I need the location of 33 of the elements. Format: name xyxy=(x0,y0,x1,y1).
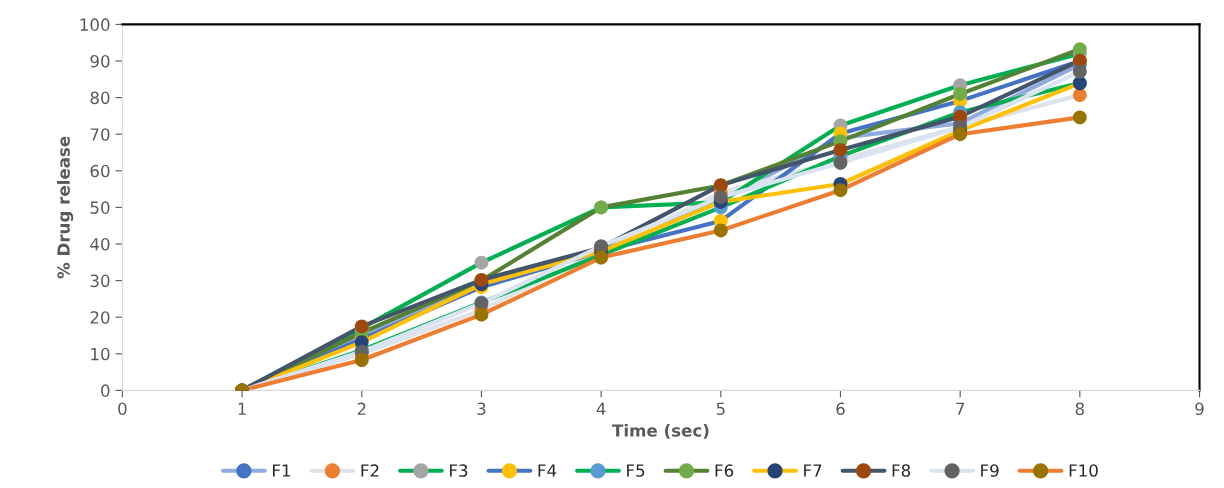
y-tick-label: 70 xyxy=(90,128,110,141)
y-tick-label: 0 xyxy=(101,384,110,397)
legend-label: F2 xyxy=(361,464,379,477)
legend-label: F6 xyxy=(715,464,734,477)
legend-label: F5 xyxy=(627,464,645,477)
x-tick-label: 3 xyxy=(477,402,486,416)
x-tick-label: 9 xyxy=(1195,402,1204,416)
x-tick-label: 2 xyxy=(357,402,366,415)
y-tick-label: 20 xyxy=(90,311,110,324)
legend-label: F10 xyxy=(1069,464,1098,477)
y-axis-title: % Drug release xyxy=(56,136,74,279)
y-tick-label: 100 xyxy=(80,18,110,31)
y-tick-label: 50 xyxy=(90,201,110,214)
legend-label: F1 xyxy=(273,464,291,477)
x-axis-title: Time (sec) xyxy=(612,423,709,439)
y-tick-label: 90 xyxy=(90,54,110,68)
x-tick-label: 1 xyxy=(238,402,246,415)
legend-label: F8 xyxy=(892,464,911,477)
x-tick-label: 4 xyxy=(596,402,606,415)
legend-label: F3 xyxy=(450,464,468,477)
y-tick-label: 40 xyxy=(90,237,110,251)
x-tick-label: 7 xyxy=(956,402,965,415)
x-tick-label: 0 xyxy=(118,402,127,416)
y-tick-label: 30 xyxy=(90,274,110,288)
x-tick-label: 5 xyxy=(716,402,725,416)
x-tick-label: 8 xyxy=(1075,402,1084,416)
x-tick-label: 6 xyxy=(836,402,845,416)
legend-label: F4 xyxy=(538,464,557,477)
legend-label: F7 xyxy=(804,464,822,477)
y-tick-label: 10 xyxy=(91,347,110,361)
y-tick-label: 80 xyxy=(90,91,110,105)
legend-label: F9 xyxy=(981,464,999,477)
y-tick-label: 60 xyxy=(90,164,110,178)
